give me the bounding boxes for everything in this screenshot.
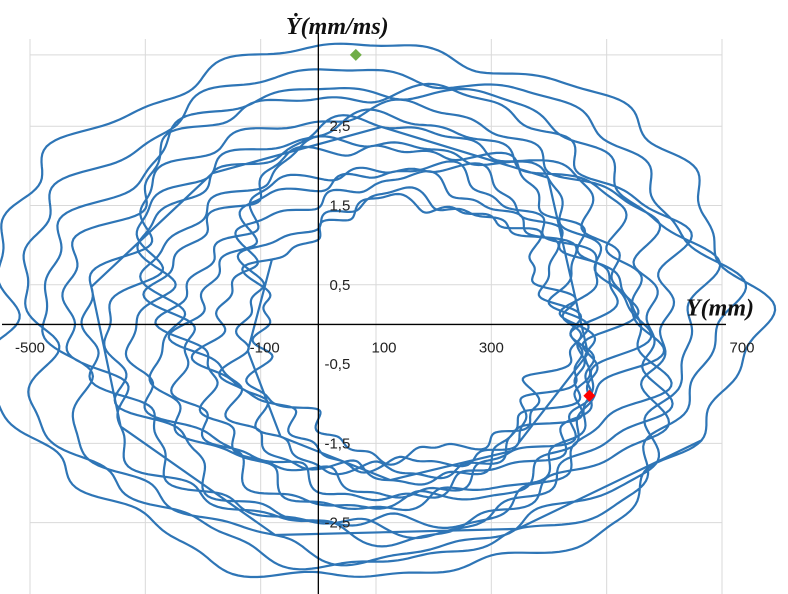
x-axis-title: Y(mm) — [686, 295, 754, 321]
trajectory-series — [0, 42, 777, 579]
y-axis-title: Ẏ(mm/ms) — [286, 13, 389, 40]
trajectory-line — [0, 42, 777, 579]
point-marker — [583, 389, 596, 402]
x-tick-label: -100 — [250, 339, 280, 356]
y-tick-label: 0,5 — [329, 277, 350, 294]
y-tick-label: -0,5 — [324, 356, 350, 373]
axes — [2, 33, 726, 594]
markers — [349, 48, 596, 402]
y-tick-label: 2,5 — [329, 118, 350, 135]
x-tick-label: 100 — [371, 339, 396, 356]
grid — [29, 39, 723, 594]
y-tick-label: -2,5 — [324, 515, 350, 532]
x-tick-label: -500 — [15, 339, 45, 356]
x-tick-label: 300 — [479, 339, 504, 356]
tick-labels: -500 -100 100 300 700 2,5 1,5 0,5 -0,5 -1,5 -2,5 — [15, 118, 755, 531]
y-tick-label: -1,5 — [324, 435, 350, 452]
y-tick-label: 1,5 — [329, 198, 350, 215]
point-marker — [349, 48, 362, 61]
x-tick-label: 700 — [729, 339, 754, 356]
